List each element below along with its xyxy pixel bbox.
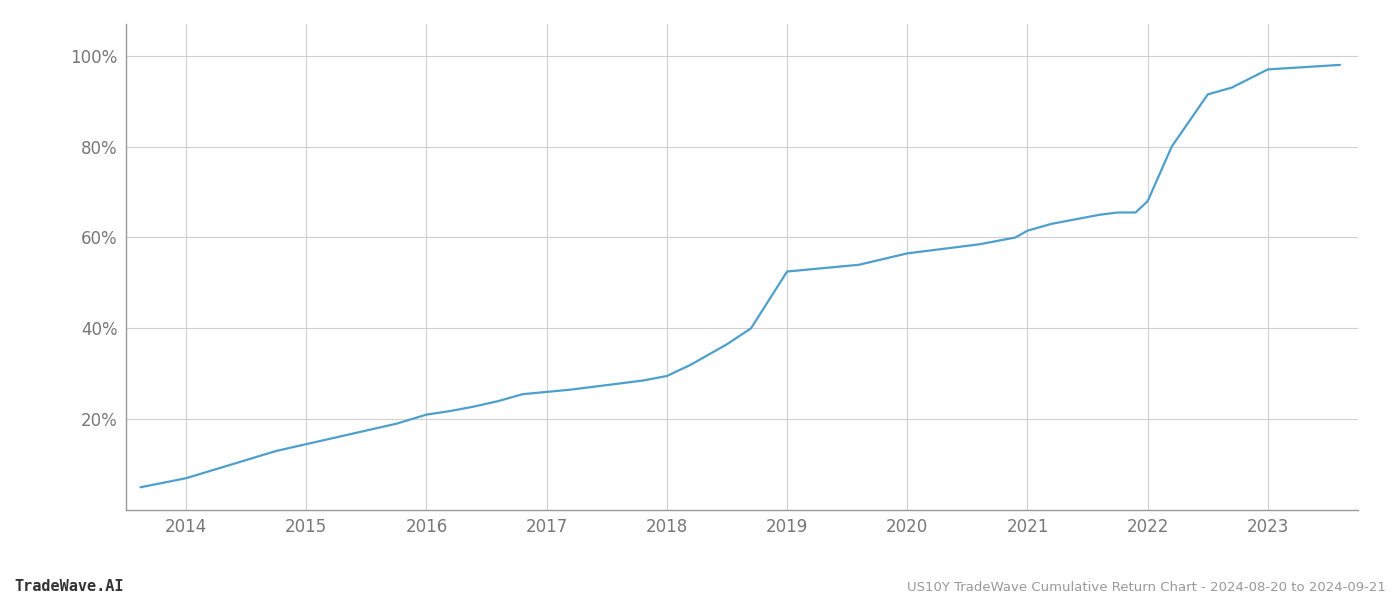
Text: US10Y TradeWave Cumulative Return Chart - 2024-08-20 to 2024-09-21: US10Y TradeWave Cumulative Return Chart … [907, 581, 1386, 594]
Text: TradeWave.AI: TradeWave.AI [14, 579, 123, 594]
